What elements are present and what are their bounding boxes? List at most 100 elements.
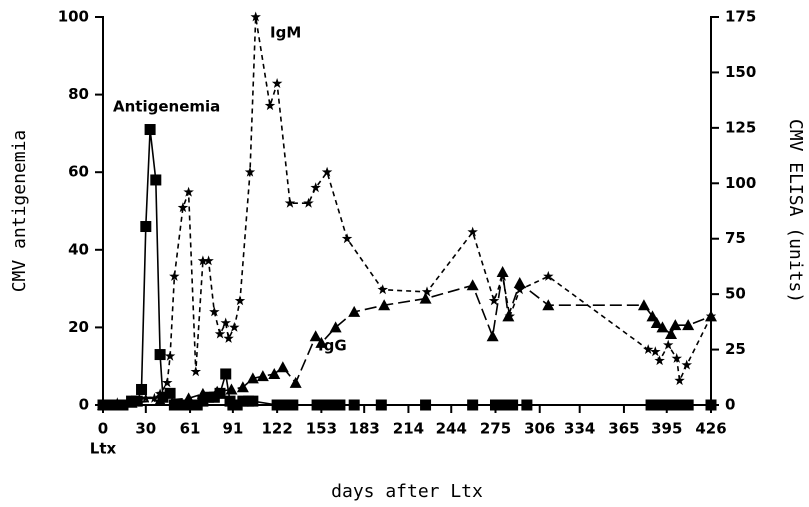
star-marker [674, 375, 685, 386]
star-marker [162, 377, 173, 388]
y2-tick-label: 50 [725, 285, 746, 303]
star-marker [488, 295, 500, 306]
square-marker [318, 399, 330, 411]
square-marker [184, 399, 196, 411]
square-marker [237, 395, 249, 407]
triangle-marker [637, 299, 650, 311]
star-marker [341, 233, 353, 244]
star-marker [112, 397, 123, 408]
x-tick-label: 91 [222, 420, 243, 438]
square-marker [247, 395, 259, 407]
series-label: IgM [270, 24, 301, 42]
y-tick-label: 100 [58, 8, 89, 26]
square-marker [311, 399, 323, 411]
y-tick-label: 60 [68, 163, 89, 181]
x-tick-label: 214 [393, 420, 424, 438]
square-marker [661, 399, 673, 411]
square-marker [197, 395, 209, 407]
triangle-marker [705, 310, 717, 322]
triangle-marker [329, 321, 342, 333]
star-marker [250, 11, 261, 22]
square-marker [467, 399, 479, 411]
star-marker [421, 286, 433, 297]
triangle-marker [542, 299, 555, 311]
square-marker [420, 399, 432, 411]
star-marker [154, 388, 166, 399]
square-marker [348, 399, 360, 411]
x-axis-title: days after Ltx [331, 481, 483, 502]
square-marker [334, 399, 346, 411]
star-marker [650, 346, 661, 357]
star-marker [543, 270, 554, 281]
star-marker [663, 339, 674, 350]
y-tick-label: 0 [79, 396, 89, 414]
square-marker [150, 174, 162, 186]
square-marker [208, 391, 220, 403]
y-tick-label: 80 [68, 85, 89, 103]
star-marker [234, 295, 246, 306]
square-marker [231, 399, 243, 411]
triangle-marker [496, 265, 509, 277]
x-tick-label: 244 [436, 420, 467, 438]
square-marker [203, 391, 215, 403]
square-marker [675, 399, 687, 411]
square-marker [144, 124, 156, 136]
y2-tick-label: 75 [725, 229, 746, 247]
y2-tick-label: 25 [725, 340, 746, 358]
star-marker [220, 317, 231, 328]
series-line [103, 129, 711, 406]
triangle-marker [646, 310, 659, 322]
triangle-marker [268, 367, 281, 379]
square-marker [489, 399, 501, 411]
square-marker [164, 387, 176, 399]
y-axis-title: CMV antigenemia [9, 130, 30, 293]
triangle-marker [665, 328, 678, 340]
star-marker [229, 321, 240, 332]
star-marker [197, 255, 209, 266]
square-marker [375, 399, 387, 411]
x-tick-label: 334 [564, 420, 595, 438]
triangle-marker [348, 305, 361, 317]
star-marker [190, 366, 201, 377]
x-tick-label: 395 [651, 420, 682, 438]
star-marker [149, 392, 160, 403]
x-tick-label: 61 [180, 420, 201, 438]
x-tick-label: 30 [135, 420, 156, 438]
triangle-marker [486, 330, 499, 342]
star-marker [654, 355, 665, 366]
triangle-marker [256, 370, 269, 382]
x-tick-label: 426 [695, 420, 726, 438]
star-marker [183, 186, 194, 197]
triangle-marker [650, 316, 663, 328]
star-marker [671, 352, 682, 363]
star-marker [321, 166, 333, 177]
star-marker [310, 182, 321, 193]
x-tick-label: 275 [480, 420, 511, 438]
star-marker [284, 197, 296, 208]
y-tick-label: 40 [68, 240, 89, 258]
triangle-marker [246, 372, 259, 384]
square-marker [652, 399, 664, 411]
triangle-marker [419, 292, 432, 304]
y2-tick-label: 150 [725, 63, 756, 81]
square-marker [325, 399, 337, 411]
star-marker [681, 359, 692, 370]
annotation: Ltx [90, 440, 117, 458]
triangle-marker [513, 277, 526, 289]
square-marker [287, 399, 299, 411]
star-marker [467, 226, 478, 237]
square-marker [191, 399, 203, 411]
star-marker [177, 202, 189, 213]
square-marker [220, 368, 232, 380]
triangle-marker [276, 361, 289, 373]
x-tick-label: 365 [608, 420, 639, 438]
star-marker [214, 328, 226, 339]
triangle-marker [502, 310, 515, 322]
series-label: Antigenemia [113, 98, 220, 116]
y2-axis-title: CMV ELISA (units) [785, 119, 806, 303]
star-marker [169, 270, 180, 281]
star-marker [303, 197, 314, 208]
triangle-marker [211, 385, 224, 397]
square-marker [668, 399, 680, 411]
triangle-marker [182, 392, 195, 404]
